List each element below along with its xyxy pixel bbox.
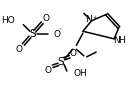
Text: O: O — [54, 30, 61, 39]
Text: OH: OH — [73, 69, 87, 78]
Text: +: + — [92, 15, 96, 20]
Text: H: H — [118, 36, 125, 45]
Text: ⁻: ⁻ — [58, 29, 62, 34]
Text: N: N — [114, 36, 120, 45]
Text: S: S — [29, 29, 36, 39]
Text: O: O — [44, 66, 51, 76]
Text: O: O — [42, 14, 50, 23]
Text: O: O — [15, 45, 22, 54]
Text: S: S — [58, 56, 64, 67]
Text: N: N — [85, 15, 92, 24]
Text: O: O — [70, 49, 77, 58]
Text: HO: HO — [1, 16, 15, 25]
